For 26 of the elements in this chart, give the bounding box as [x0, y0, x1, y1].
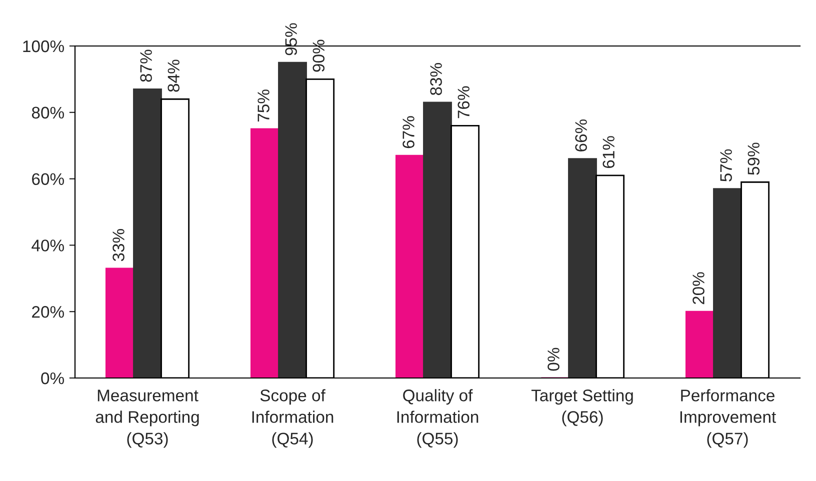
y-tick-label: 100% — [23, 40, 64, 52]
data-label: 20% — [692, 272, 704, 304]
y-tick-label: 0% — [41, 372, 64, 384]
data-label: 95% — [285, 23, 297, 56]
data-label: 83% — [430, 63, 442, 96]
y-tick-label: 20% — [32, 306, 64, 318]
x-tick-label: Target Setting (Q56) — [531, 389, 633, 426]
x-tick-label: Quality of Information (Q55) — [397, 389, 478, 448]
data-label: 57% — [720, 149, 732, 182]
data-label: 75% — [258, 90, 270, 122]
x-tick-label: Measurement and Reporting (Q53) — [96, 390, 199, 448]
x-tick-label: Scope of Information (Q54) — [252, 389, 334, 448]
data-label: 76% — [458, 86, 470, 118]
data-label: 84% — [168, 60, 180, 92]
y-tick-label: 40% — [32, 240, 64, 252]
data-label: 67% — [402, 116, 414, 148]
data-label: 59% — [748, 142, 760, 175]
data-label: 0% — [548, 348, 560, 371]
y-tick-label: 80% — [32, 106, 64, 119]
data-label: 87% — [140, 50, 152, 82]
y-tick-label: 60% — [32, 173, 64, 186]
x-tick-label: Performance Improvement (Q57) — [680, 389, 776, 448]
data-label: 61% — [602, 136, 615, 168]
data-label: 90% — [312, 40, 325, 72]
data-label: 66% — [575, 119, 587, 152]
data-label: 33% — [112, 229, 124, 262]
